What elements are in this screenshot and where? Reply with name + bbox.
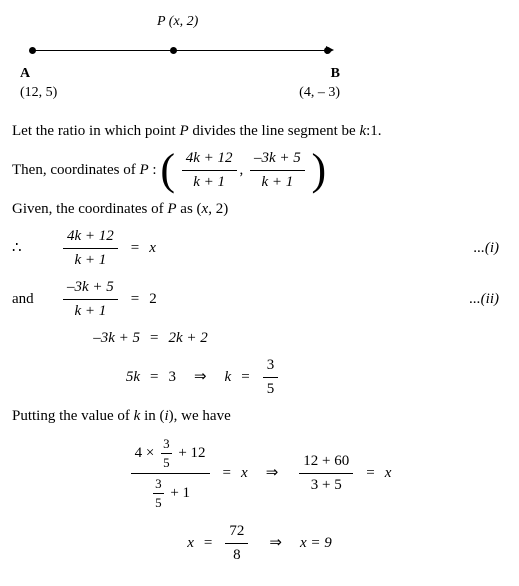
ref-i: ...(i) [474, 238, 507, 259]
diagram-row: P (x, 2) A (12, 5) B (4, – 3) [12, 12, 507, 115]
a-label: A [20, 66, 30, 81]
segment-line [32, 50, 328, 51]
line-3: Given, the coordinates of P as (x, 2) [12, 199, 507, 220]
ref-ii: ...(ii) [469, 289, 507, 310]
eq-line-5: 5k = 3 ⇒ k = 35 [12, 355, 507, 400]
a-coords: (12, 5) [20, 85, 57, 100]
b-coords: (4, – 3) [299, 85, 340, 100]
eq-line-4: –3k + 5 = 2k + 2 [12, 328, 507, 349]
dot-p [170, 47, 177, 54]
implies-icon: ⇒ [194, 367, 207, 388]
b-label: B [331, 66, 340, 81]
eq-i: ∴ 4k + 12k + 1 = x ...(i) [12, 226, 507, 271]
dot-a [29, 47, 36, 54]
line-2: Then, coordinates of P : ( 4k + 12k + 1,… [12, 148, 507, 193]
line-6: Putting the value of k in (i), we have [12, 406, 507, 427]
line-1: Let the ratio in which point P divides t… [12, 121, 507, 142]
therefore-symbol: ∴ [12, 238, 60, 259]
big-substitution: 4 × 35 + 12 35 + 1 = x ⇒ 12 + 603 + 5 = … [12, 435, 507, 513]
arrow-right-icon [326, 46, 334, 54]
end-labels: A (12, 5) B (4, – 3) [20, 64, 340, 103]
p-label: P (x, 2) [157, 12, 485, 32]
eq-ii: and –3k + 5k + 1 = 2 ...(ii) [12, 277, 507, 322]
final-line: x = 728 ⇒ x = 9 [12, 521, 507, 566]
line-segment [20, 40, 340, 60]
